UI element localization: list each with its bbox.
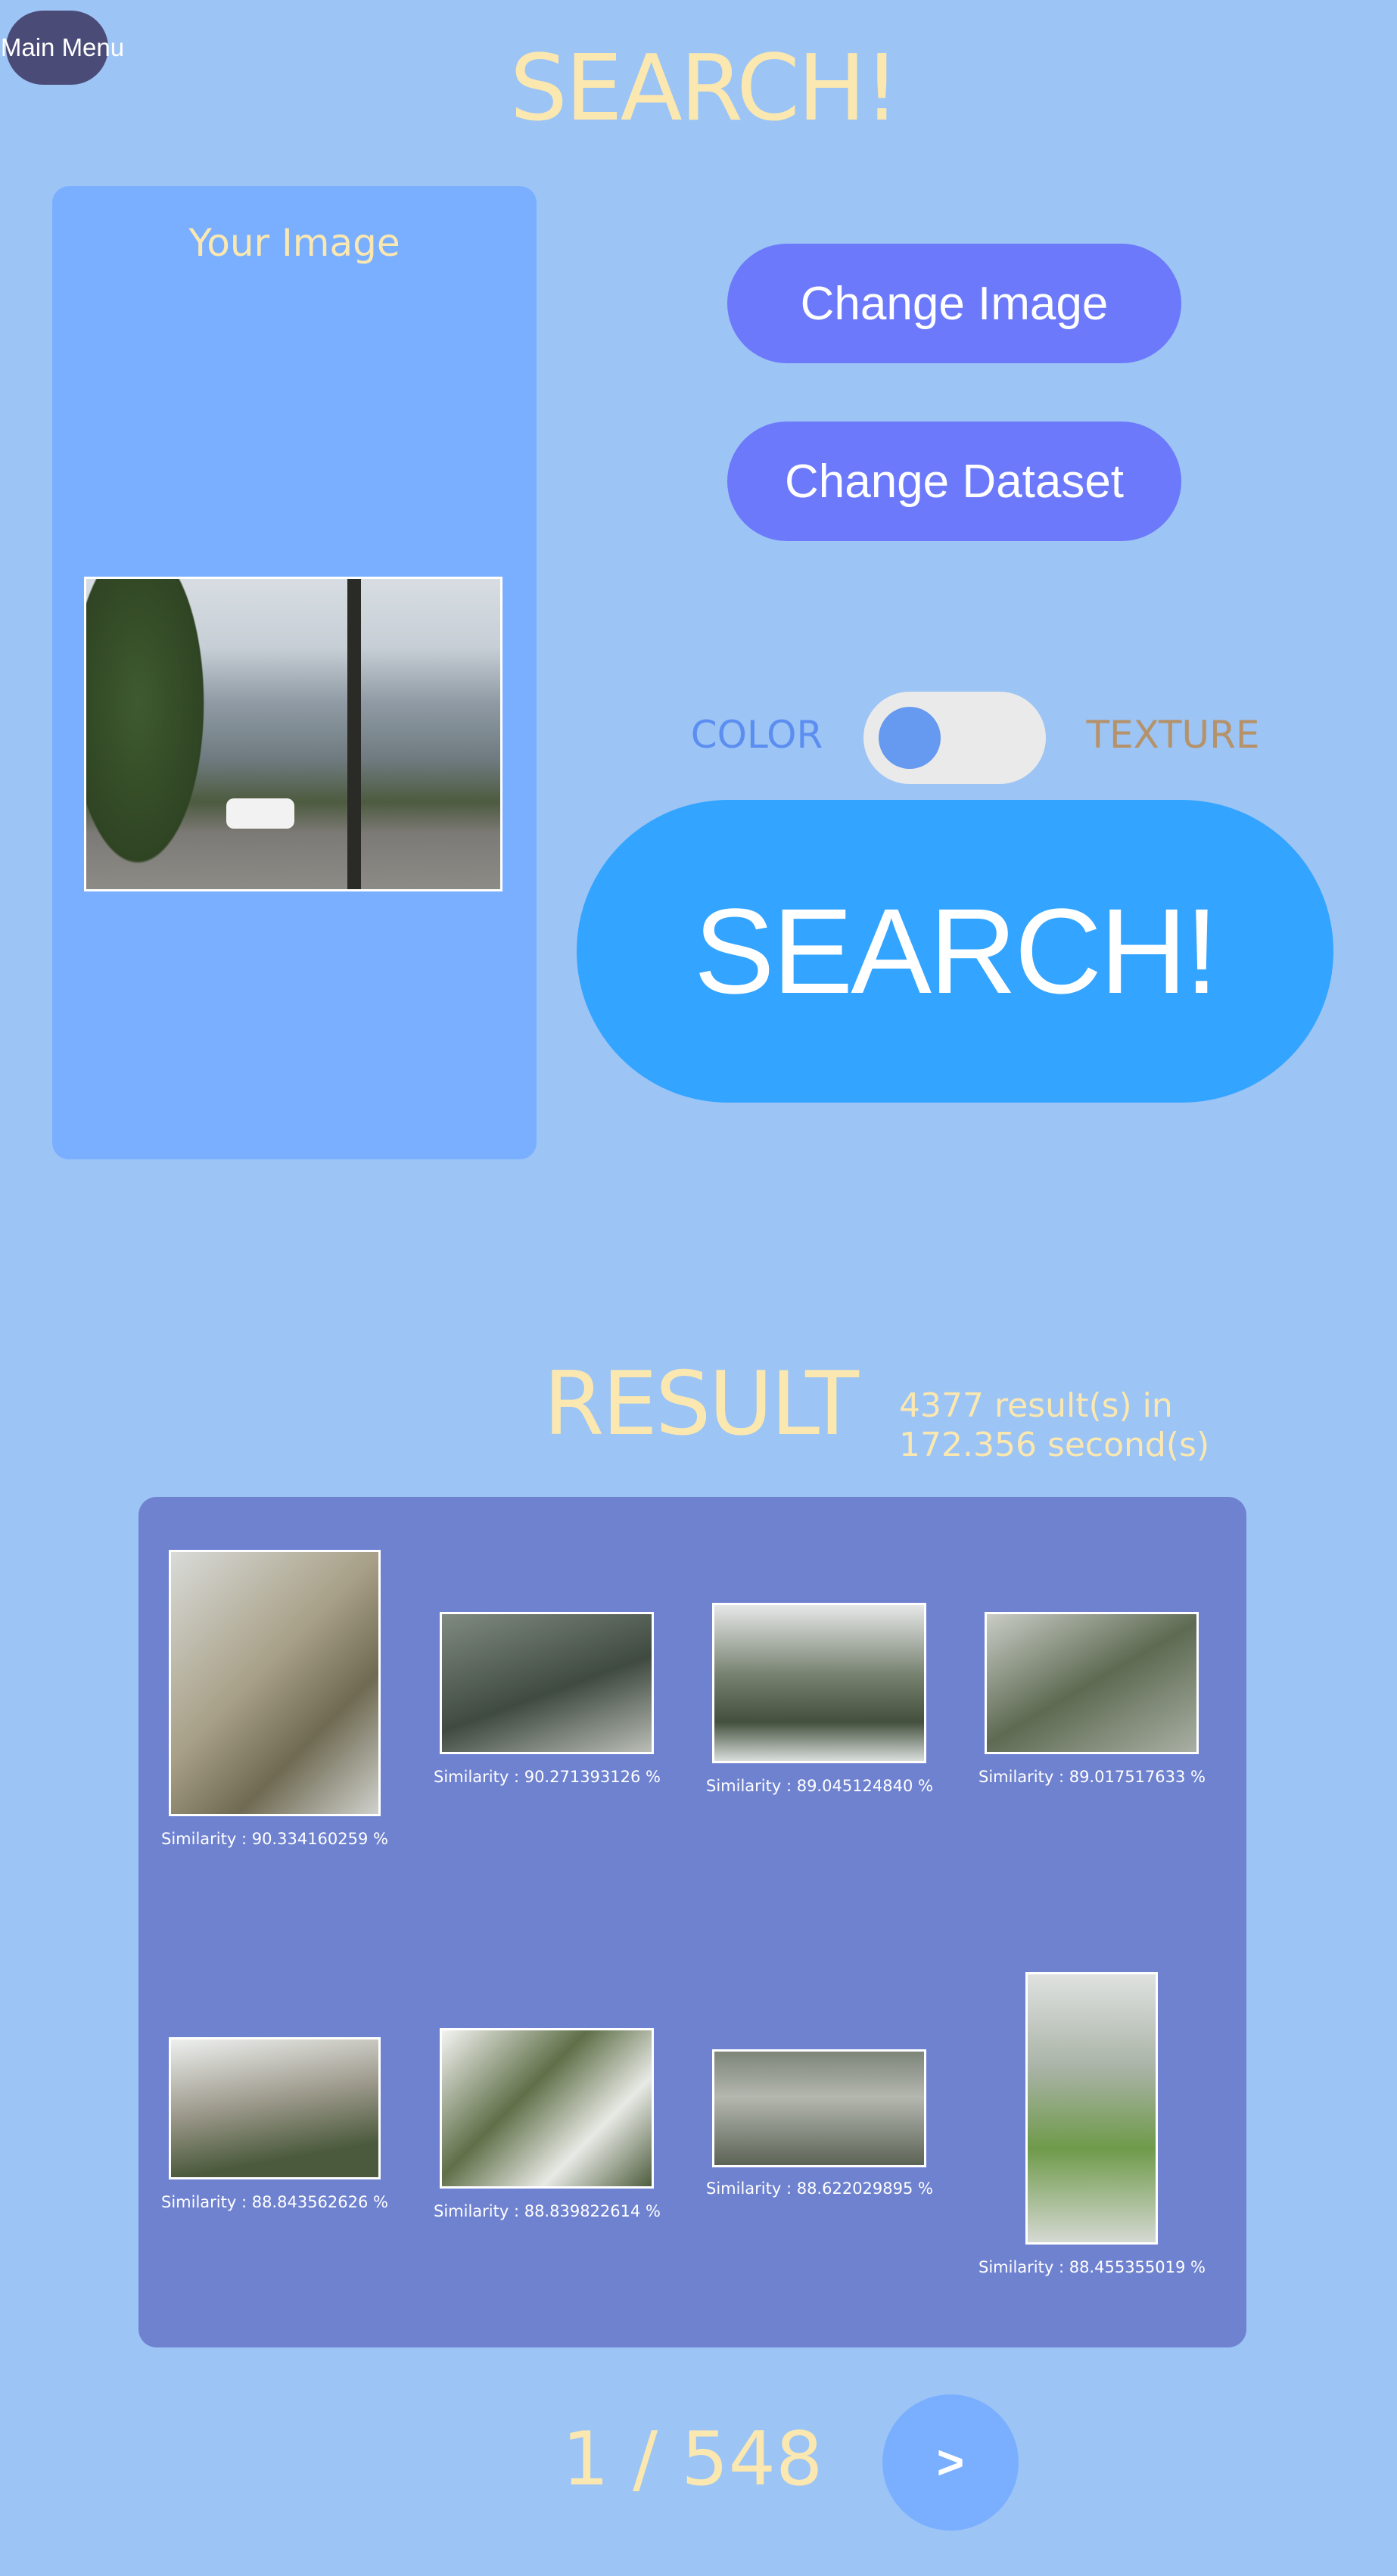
result-thumbnail[interactable]: [1025, 1972, 1158, 2245]
change-image-button[interactable]: Change Image: [727, 244, 1181, 363]
color-texture-toggle[interactable]: [863, 692, 1046, 784]
result-thumbnail[interactable]: [712, 1603, 926, 1763]
similarity-caption: Similarity : 89.017517633 %: [979, 1768, 1206, 1786]
page-title: SEARCH!: [509, 36, 901, 142]
texture-mode-label: TEXTURE: [1086, 713, 1260, 757]
result-title: RESULT: [543, 1353, 859, 1455]
change-dataset-button[interactable]: Change Dataset: [727, 422, 1181, 541]
result-thumbnail[interactable]: [169, 2037, 381, 2179]
result-count-text: 4377 result(s) in: [899, 1386, 1173, 1425]
main-menu-button[interactable]: Main Menu: [1, 11, 124, 85]
result-thumbnail[interactable]: [169, 1550, 381, 1816]
similarity-caption: Similarity : 88.455355019 %: [979, 2258, 1206, 2276]
result-summary: 4377 result(s) in 172.356 second(s): [899, 1386, 1232, 1465]
query-image: [84, 577, 502, 891]
similarity-caption: Similarity : 90.334160259 %: [161, 1830, 388, 1848]
similarity-caption: Similarity : 90.271393126 %: [434, 1768, 661, 1786]
similarity-caption: Similarity : 88.839822614 %: [434, 2202, 661, 2220]
result-thumbnail[interactable]: [985, 1612, 1199, 1754]
result-thumbnail[interactable]: [440, 1612, 654, 1754]
query-image-title: Your Image: [188, 221, 400, 265]
result-time-text: 172.356 second(s): [899, 1426, 1210, 1464]
main-menu-label: Main Menu: [0, 33, 125, 61]
next-page-button[interactable]: >: [882, 2394, 1019, 2531]
result-thumbnail[interactable]: [712, 2049, 926, 2167]
similarity-caption: Similarity : 88.622029895 %: [706, 2179, 933, 2198]
toggle-knob: [879, 707, 941, 769]
similarity-caption: Similarity : 89.045124840 %: [706, 1777, 933, 1795]
page-indicator: 1 / 548: [562, 2416, 823, 2503]
result-thumbnail[interactable]: [440, 2028, 654, 2189]
results-panel: Similarity : 90.334160259 % Similarity :…: [138, 1497, 1246, 2347]
color-mode-label: COLOR: [690, 713, 823, 757]
similarity-caption: Similarity : 88.843562626 %: [161, 2193, 388, 2211]
search-button[interactable]: SEARCH!: [577, 800, 1333, 1103]
